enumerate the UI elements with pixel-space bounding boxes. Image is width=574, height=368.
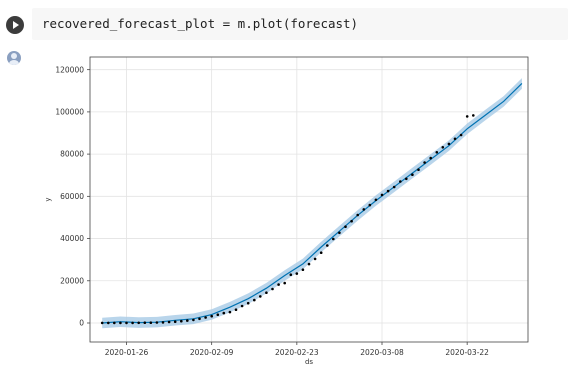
code-editor[interactable]: recovered_forecast_plot = m.plot(forecas… xyxy=(32,8,568,40)
y-tick-label: 20000 xyxy=(60,276,84,285)
observed-point xyxy=(113,321,116,325)
x-axis-ticks: 2020-01-26 2020-02-09 2020-02-23 2020-03-08… xyxy=(105,342,489,357)
observed-point xyxy=(155,321,159,324)
output-user-icon[interactable] xyxy=(7,51,21,65)
forecast-chart: 2020-01-26 2020-02-09 2020-02-23 2020-03-08… xyxy=(44,56,529,366)
observed-point xyxy=(173,320,177,324)
x-tick-label: 2020-02-09 xyxy=(190,348,234,357)
observed-point xyxy=(307,262,311,266)
code-cell: recovered_forecast_plot = m.plot(forecas… xyxy=(0,0,574,46)
observed-point xyxy=(332,237,335,241)
observed-point xyxy=(283,281,287,285)
observed-point xyxy=(459,133,463,137)
code-line: recovered_forecast_plot = m.plot(forecas… xyxy=(42,16,359,31)
observed-point xyxy=(301,268,305,271)
observed-point xyxy=(259,295,262,298)
x-tick-label: 2020-03-22 xyxy=(445,348,489,357)
plot-frame xyxy=(89,56,529,343)
cell-output: 2020-01-26 2020-02-09 2020-02-23 2020-03-08… xyxy=(0,46,574,368)
observed-point xyxy=(186,319,189,322)
observed-point xyxy=(435,151,439,154)
y-tick-label: 80000 xyxy=(60,150,84,159)
x-tick-label: 2020-03-08 xyxy=(360,348,404,357)
x-tick-label: 2020-01-26 xyxy=(105,348,149,357)
y-tick-label: 120000 xyxy=(55,65,84,74)
uncertainty-band xyxy=(102,78,522,329)
observed-point xyxy=(319,251,323,254)
observed-point xyxy=(386,189,390,193)
observed-point xyxy=(228,310,232,314)
observed-point xyxy=(192,318,195,322)
observed-point xyxy=(143,321,147,325)
observed-point xyxy=(125,321,128,325)
observed-point xyxy=(423,161,426,164)
observed-point xyxy=(405,177,408,181)
observed-point xyxy=(161,321,165,324)
observed-point xyxy=(289,273,293,276)
observed-point xyxy=(198,317,201,321)
observed-point xyxy=(167,320,171,324)
observed-point xyxy=(453,137,457,141)
observed-point xyxy=(222,311,226,315)
observed-point xyxy=(313,257,317,261)
observed-point xyxy=(380,193,384,197)
observed-point xyxy=(472,114,475,117)
observed-point xyxy=(271,287,274,291)
observed-point xyxy=(216,313,220,317)
observed-point xyxy=(362,208,366,211)
y-tick-label: 100000 xyxy=(55,107,84,116)
observed-point xyxy=(265,291,268,294)
observed-point xyxy=(204,316,207,319)
y-tick-label: 0 xyxy=(79,319,84,328)
forecast-line xyxy=(102,82,523,324)
observed-point xyxy=(356,213,360,217)
observed-point xyxy=(234,308,238,312)
y-axis-ticks: 0 20000 40000 60000 80000 100000 120000 xyxy=(55,65,90,328)
observed-point xyxy=(253,298,256,302)
observed-point xyxy=(350,219,353,223)
observed-point xyxy=(137,321,140,325)
observed-point xyxy=(119,321,122,325)
observed-point xyxy=(399,180,402,183)
observed-point xyxy=(100,321,104,325)
observed-point xyxy=(326,244,329,247)
observed-point xyxy=(465,115,469,118)
run-cell-button[interactable] xyxy=(6,16,24,34)
x-axis-label: ds xyxy=(305,358,313,366)
y-tick-label: 60000 xyxy=(60,192,84,201)
observed-point xyxy=(240,304,244,308)
observed-point xyxy=(417,168,420,171)
observed-point xyxy=(338,231,341,235)
observed-point xyxy=(411,173,414,176)
observed-point xyxy=(392,185,396,189)
observed-points xyxy=(100,114,475,325)
observed-point xyxy=(210,314,213,318)
observed-point xyxy=(374,198,378,202)
observed-point xyxy=(368,203,372,207)
observed-point xyxy=(295,272,299,275)
y-axis-label: y xyxy=(44,197,52,201)
y-tick-label: 40000 xyxy=(60,234,84,243)
observed-point xyxy=(246,301,250,305)
observed-point xyxy=(131,321,134,325)
observed-point xyxy=(180,319,183,323)
observed-point xyxy=(277,283,280,286)
observed-point xyxy=(149,321,153,325)
observed-point xyxy=(441,146,445,149)
chart-grid xyxy=(90,57,528,342)
observed-point xyxy=(344,225,347,228)
observed-point xyxy=(107,321,110,325)
observed-point xyxy=(447,142,451,146)
observed-point xyxy=(429,156,433,160)
x-tick-label: 2020-02-23 xyxy=(275,348,319,357)
